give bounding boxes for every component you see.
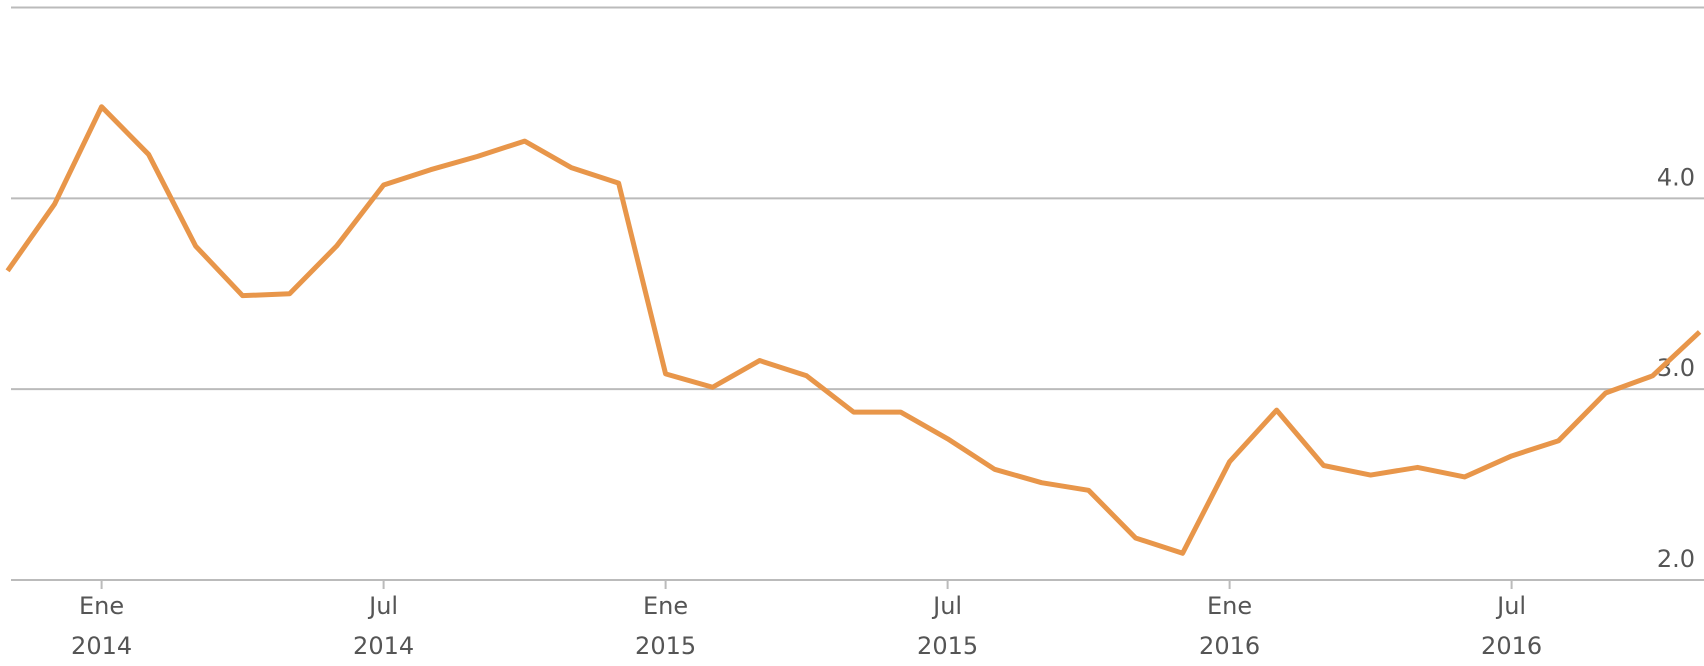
x-tick-label: Jul 2015	[917, 592, 979, 660]
x-tick-label: Jul 2016	[1481, 592, 1543, 660]
x-tick-label: Ene 2014	[71, 592, 133, 660]
x-tick-label: Ene 2016	[1199, 592, 1261, 660]
y-tick-label: 2.0	[1657, 545, 1695, 573]
line	[5, 104, 1702, 556]
x-tick-label: Jul 2014	[353, 592, 415, 660]
x-tick-label: Ene 2015	[635, 592, 697, 660]
y-tick-label: 4.0	[1657, 163, 1695, 191]
